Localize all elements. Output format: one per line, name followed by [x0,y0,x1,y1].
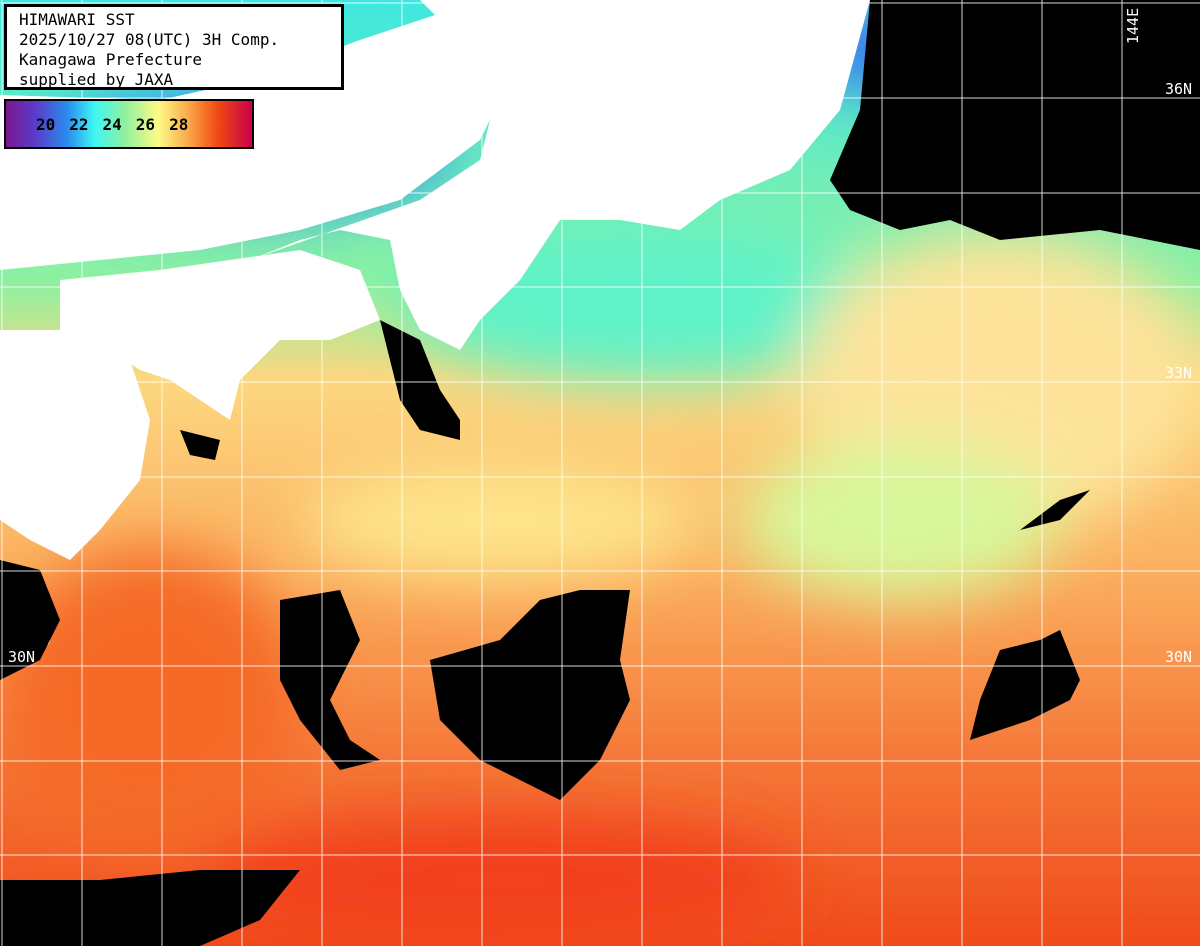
timestamp: 2025/10/27 08(UTC) 3H Comp. [19,30,280,49]
colorbar-tick: 24 [102,114,122,134]
lat-label-33n: 33N [1165,364,1193,382]
temperature-colorbar: 20 22 24 26 28 [4,99,254,149]
colorbar-tick: 28 [169,114,189,134]
info-box: HIMAWARI SST 2025/10/27 08(UTC) 3H Comp.… [4,4,344,90]
lat-label-30n-left: 30N [8,648,36,666]
lat-label-36n: 36N [1165,80,1193,98]
lon-label-136e: 136E [485,7,503,44]
lat-label-30n: 30N [1165,648,1193,666]
colorbar-tick: 26 [135,114,156,134]
provider-org: Kanagawa Prefecture [19,50,203,69]
lon-label-144e: 144E [1124,7,1142,44]
product-title: HIMAWARI SST [19,10,135,29]
data-source: supplied by JAXA [19,70,174,89]
lat-label-33n-left: 33N [8,364,36,382]
colorbar-tick: 22 [69,114,89,134]
colorbar-tick: 20 [36,114,56,134]
